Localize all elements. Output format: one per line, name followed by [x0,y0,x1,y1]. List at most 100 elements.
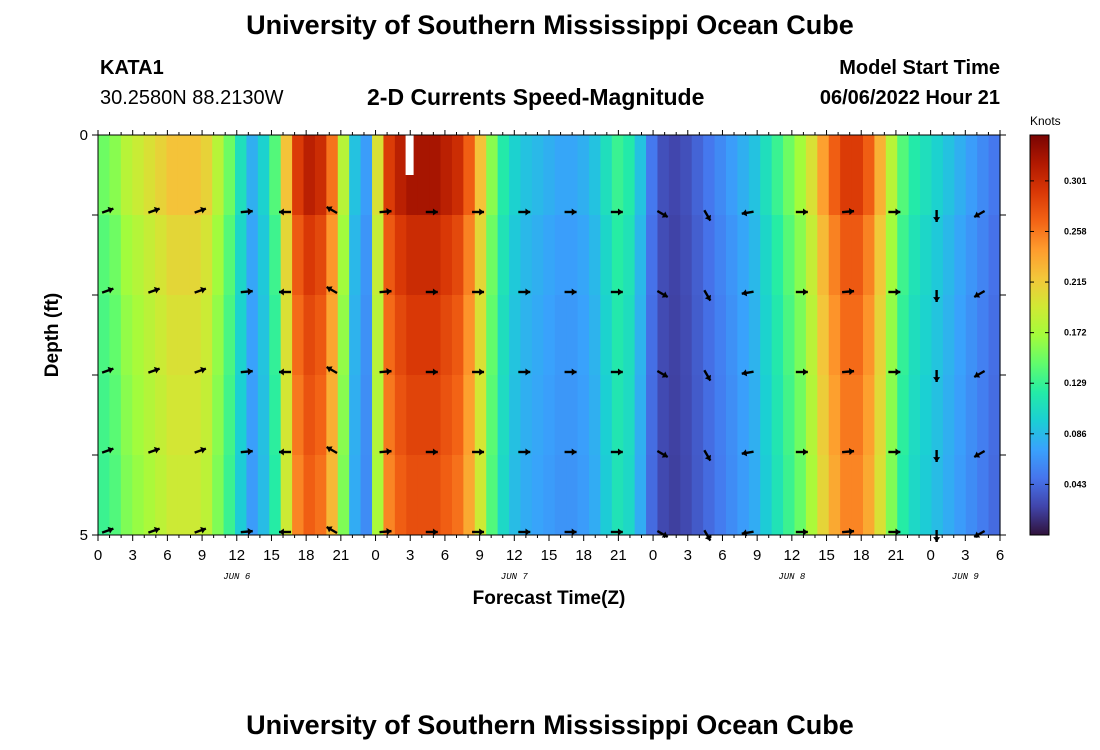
heatmap-cell [372,455,385,536]
current-vector-arrow [194,526,207,534]
heatmap-cell [691,455,704,536]
heatmap-cell [360,215,373,296]
heatmap-cell [680,375,693,456]
heatmap-cell [885,215,898,296]
x-tick-label: 3 [129,547,137,564]
heatmap-cell [132,215,145,296]
heatmap-cell [851,215,864,296]
heatmap-cell [440,455,453,536]
current-vector-arrow [279,368,292,376]
heatmap-cell [212,375,225,456]
current-vector-arrow [147,366,161,374]
heatmap-cell [337,375,350,456]
heatmap-cell [326,215,339,296]
heatmap-cell [588,215,601,296]
x-axis-label: Forecast Time(Z) [473,588,626,609]
heatmap-cell [851,295,864,376]
heatmap [98,135,1001,536]
heatmap-cell [212,135,225,216]
current-vector-arrow [326,525,338,535]
heatmap-cell [874,375,887,456]
heatmap-cell [634,455,647,536]
heatmap-cell [486,455,499,536]
heatmap-cell [874,215,887,296]
heatmap-cell [360,295,373,376]
heatmap-cell [691,135,704,216]
colorbar-tick-label: 0.215 [1064,277,1087,287]
heatmap-cell [200,295,213,376]
heatmap-cell [451,295,464,376]
current-vector-arrow [842,528,855,536]
heatmap-cell [714,135,727,216]
heatmap-cell [817,455,830,536]
current-vector-arrow [973,289,986,299]
heatmap-cell [280,455,293,536]
heatmap-cell [783,455,796,536]
current-vector-arrow [656,209,669,219]
current-vector-arrow [472,528,485,536]
heatmap-cell [440,215,453,296]
x-tick-label: 21 [333,547,350,564]
heatmap-cell [349,375,362,456]
x-tick-label: 6 [441,547,449,564]
current-vector-arrow [888,208,901,216]
station-id: KATA1 [100,57,164,79]
heatmap-cell [451,375,464,456]
heatmap-cell [246,215,259,296]
current-vector-arrow [610,288,623,296]
heatmap-cell [805,215,818,296]
heatmap-cell [372,135,385,216]
heatmap-cell [874,135,887,216]
heatmap-cell [942,455,955,536]
heatmap-cell [531,295,544,376]
current-vector-arrow [933,450,941,462]
heatmap-cell [223,215,236,296]
heatmap-cell [189,215,202,296]
model-start-label: Model Start Time [839,57,1000,79]
heatmap-cell [977,455,990,536]
x-tick-label: 21 [888,547,905,564]
heatmap-cell [109,215,122,296]
current-vector-arrow [795,528,808,536]
current-vector-arrow [842,288,855,296]
heatmap-cell [588,135,601,216]
heatmap-cell [783,375,796,456]
heatmap-cell [269,215,282,296]
current-vector-arrow [147,526,161,534]
heatmap-cell [98,455,111,536]
heatmap-cell [805,295,818,376]
x-tick-label: 12 [228,547,245,564]
heatmap-cell [177,375,190,456]
current-vector-arrow [610,208,623,216]
heatmap-cell [132,375,145,456]
heatmap-cell [885,295,898,376]
x-tick-label: 9 [198,547,206,564]
heatmap-cell [383,295,396,376]
heatmap-cell [383,455,396,536]
current-vector-arrow [279,208,292,216]
colorbar-gradient [1029,134,1050,536]
current-vector-arrow [240,528,253,536]
heatmap-cell [543,135,556,216]
heatmap-cell [805,135,818,216]
x-tick-label: 15 [818,547,835,564]
current-vector-arrow [379,288,392,296]
missing-data-bar [405,135,414,175]
y-axis-label: Depth (ft) [42,293,63,377]
heatmap-cell [954,455,967,536]
heatmap-cell [703,135,716,216]
heatmap-cell [463,455,476,536]
heatmap-cell [977,215,990,296]
heatmap-cell [623,295,636,376]
heatmap-cell [862,375,876,456]
heatmap-cell [269,455,282,536]
current-vector-arrow [240,208,253,216]
heatmap-cell [497,455,510,536]
current-vector-arrow [933,530,941,542]
heatmap-cell [840,135,853,216]
heatmap-cell [372,295,385,376]
heatmap-cell [531,135,544,216]
plot-title: 2-D Currents Speed-Magnitude [367,84,705,110]
heatmap-cell [520,375,533,456]
heatmap-cell [851,135,864,216]
